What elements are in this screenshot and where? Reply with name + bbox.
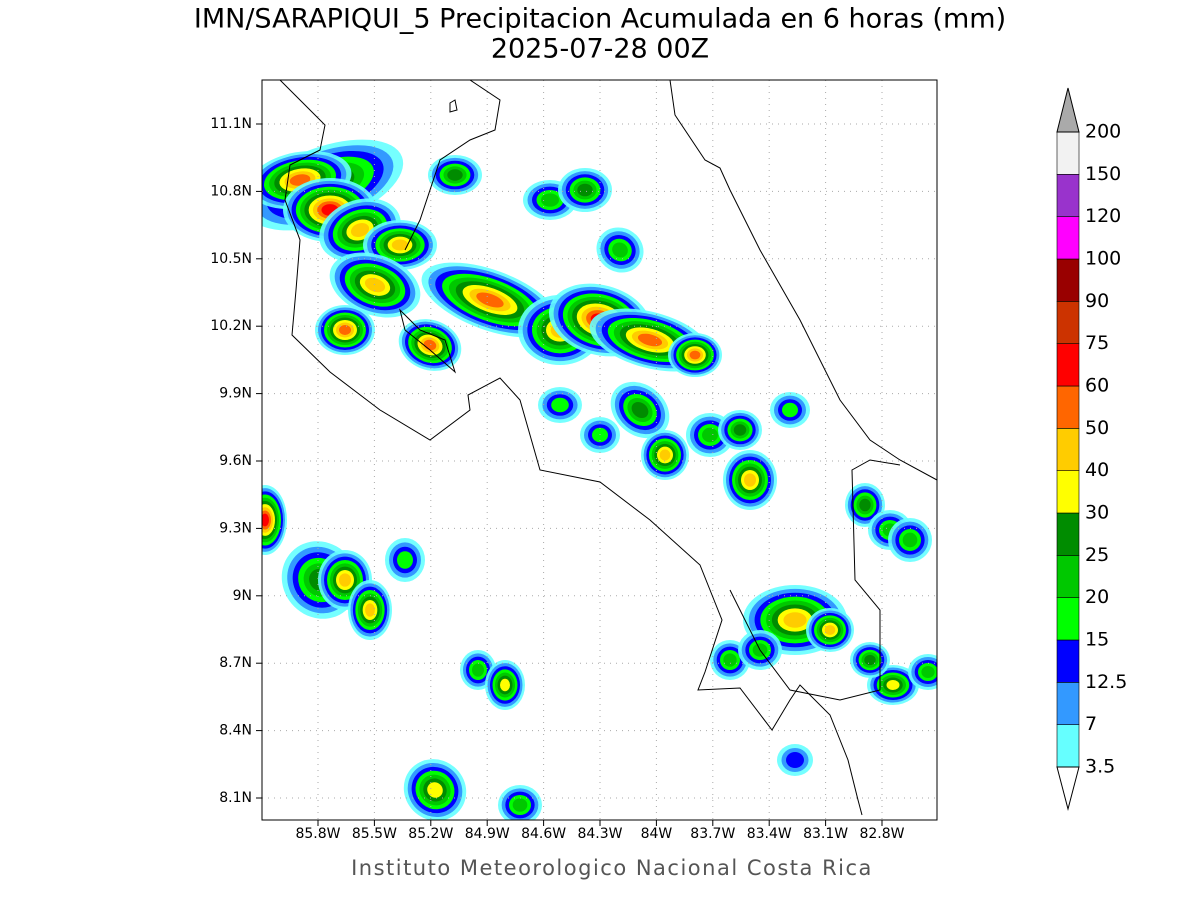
colorbar-label: 25 [1085, 544, 1109, 566]
colorbar-label: 3.5 [1085, 756, 1115, 778]
colorbar-arrow [1056, 766, 1080, 811]
lat-label: 10.8N [210, 183, 252, 199]
lat-label: 8.1N [219, 790, 252, 806]
rain-cell [391, 239, 409, 251]
lon-label: 85.8W [295, 826, 340, 842]
colorbar-label: 15 [1085, 629, 1109, 651]
colorbar-label: 60 [1085, 375, 1109, 397]
colorbar-label: 100 [1085, 248, 1121, 270]
colorbar-label: 20 [1085, 586, 1109, 608]
lon-label: 84.3W [577, 826, 622, 842]
rain-cell [350, 222, 370, 238]
rain-cell [637, 333, 663, 347]
grid [256, 80, 937, 826]
rain-cell [886, 680, 900, 690]
lon-label: 83.1W [803, 826, 848, 842]
rain-cell [782, 402, 798, 418]
colorbar-swatch [1056, 301, 1080, 344]
rain-cell [723, 653, 737, 667]
colorbar: 3.5 7 12.5 15 20 25 30 40 50 60 75 90 100 120 150 200 [1056, 87, 1127, 811]
rain-cell [612, 242, 628, 258]
rain-cell [339, 573, 351, 587]
colorbar-label: 12.5 [1085, 671, 1127, 693]
rain-cell [447, 169, 463, 181]
lat-label: 8.7N [219, 655, 252, 671]
colorbar-label: 50 [1085, 417, 1109, 439]
lat-label: 10.5N [210, 251, 252, 267]
colorbar-label: 200 [1085, 121, 1121, 143]
colorbar-label: 40 [1085, 459, 1109, 481]
lon-label: 84.6W [521, 826, 566, 842]
lat-label: 9.9N [219, 386, 252, 402]
rain-cell [783, 612, 807, 628]
rain-cell [631, 401, 649, 419]
colorbar-arrow [1056, 87, 1080, 133]
rain-cell [902, 532, 918, 548]
lat-label: 9.3N [219, 520, 252, 536]
rain-cell [659, 449, 671, 461]
colorbar-label: 7 [1085, 713, 1097, 735]
rain-cell [577, 183, 593, 197]
lat-label: 9.6N [219, 453, 252, 469]
rain-cell [397, 551, 413, 569]
lat-label: 9N [233, 588, 252, 604]
lat-label: 8.4N [219, 723, 252, 739]
colorbar-swatch [1056, 682, 1080, 725]
colorbar-swatch [1056, 174, 1080, 217]
colorbar-label: 30 [1085, 502, 1109, 524]
colorbar-swatch [1056, 470, 1080, 514]
coastlines [279, 80, 937, 816]
rain-cell [744, 473, 756, 487]
rain-cell [427, 782, 443, 798]
lon-label: 85.2W [408, 826, 453, 842]
lon-label: 83.7W [690, 826, 735, 842]
lon-label: 82.8W [859, 826, 904, 842]
colorbar-label: 75 [1085, 332, 1109, 354]
rain-cell [859, 498, 871, 512]
rain-cell [733, 424, 747, 436]
lat-label: 10.2N [210, 318, 252, 334]
colorbar-swatch [1056, 258, 1080, 302]
colorbar-swatch [1056, 343, 1080, 387]
rain-cell [689, 350, 701, 360]
colorbar-swatch [1056, 216, 1080, 260]
rain-cell [500, 678, 510, 692]
rain-cell [365, 603, 375, 617]
rain-cell [921, 666, 935, 678]
rain-cell [512, 798, 528, 812]
subtitle: 2025-07-28 00Z [491, 34, 709, 65]
lon-label: 83.4W [747, 826, 792, 842]
footer: Instituto Meteorologico Nacional Costa R… [351, 856, 873, 880]
rain-cell [364, 277, 386, 293]
rain-cell [262, 513, 269, 527]
precipitation-field [262, 139, 937, 820]
colorbar-label: 120 [1085, 205, 1121, 227]
rain-cell [702, 427, 718, 443]
colorbar-swatch [1056, 131, 1080, 175]
colorbar-swatch [1056, 428, 1080, 471]
colorbar-swatch [1056, 724, 1080, 768]
lat-label: 11.1N [210, 116, 252, 132]
colorbar-swatch [1056, 512, 1080, 556]
lon-label: 84.9W [465, 826, 510, 842]
rain-cell [824, 625, 836, 635]
colorbar-label: 150 [1085, 163, 1121, 185]
lon-label: 85.5W [352, 826, 397, 842]
rain-cell [472, 663, 484, 677]
colorbar-swatch [1056, 555, 1080, 598]
rain-cell [476, 292, 504, 308]
map-frame [261, 79, 938, 821]
colorbar-swatch [1056, 597, 1080, 641]
rain-cell [551, 397, 569, 413]
colorbar-swatch [1056, 385, 1080, 429]
colorbar-swatch [1056, 639, 1080, 683]
rain-cell [786, 752, 804, 768]
rain-cell [541, 193, 559, 207]
rain-cell [339, 325, 351, 335]
title: IMN/SARAPIQUI_5 Precipitacion Acumulada … [194, 4, 1006, 35]
rain-cell [864, 654, 876, 666]
colorbar-label: 90 [1085, 290, 1109, 312]
lon-label: 84W [641, 826, 673, 842]
